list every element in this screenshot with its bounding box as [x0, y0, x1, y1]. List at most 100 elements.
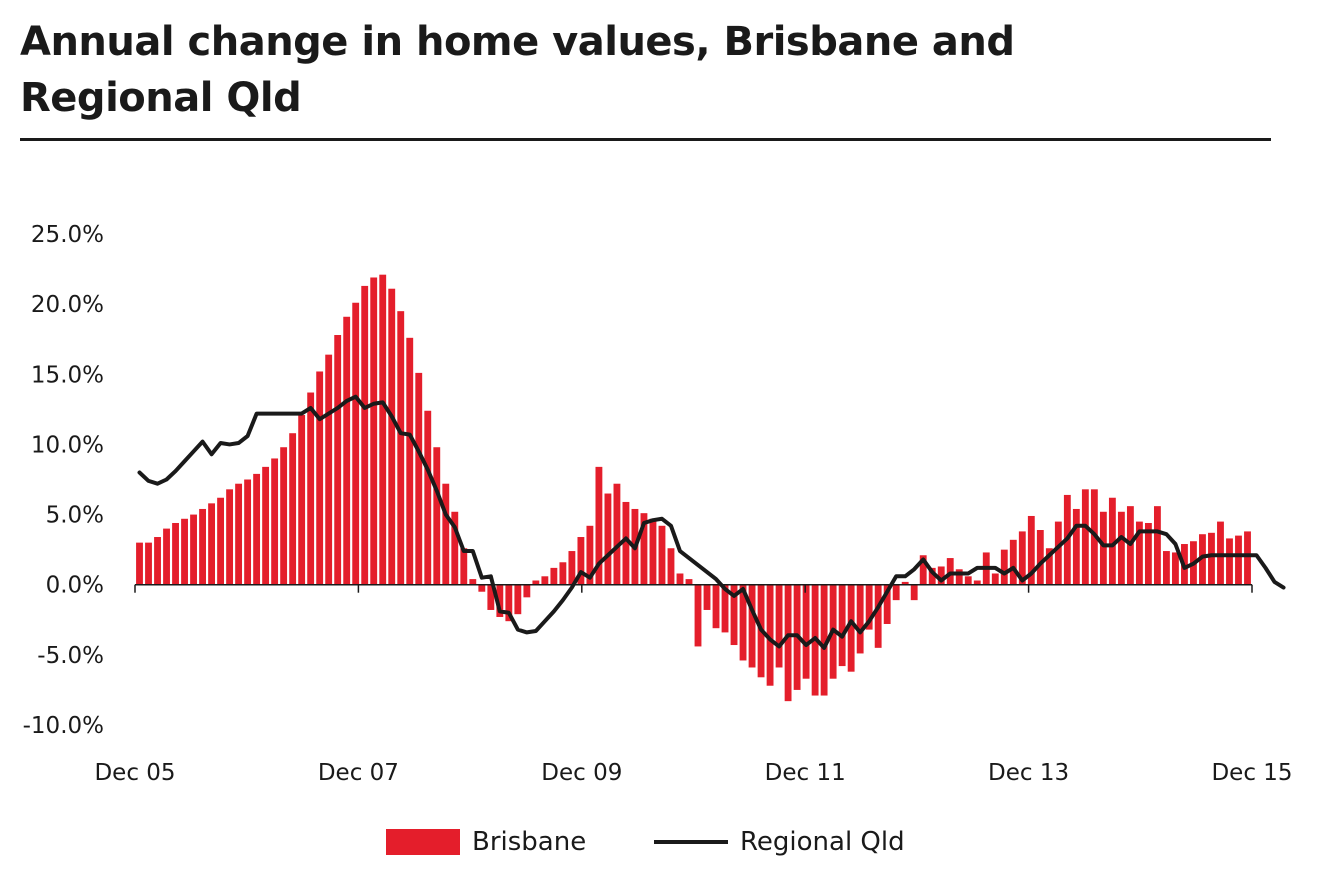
legend-label-regional-qld: Regional Qld [740, 827, 905, 857]
brisbane-bar [550, 567, 558, 585]
brisbane-bar [703, 584, 711, 610]
brisbane-bar [676, 573, 684, 585]
brisbane-bar [820, 584, 828, 696]
brisbane-bar [766, 584, 774, 686]
brisbane-bar [1027, 515, 1035, 585]
brisbane-bar [532, 580, 540, 585]
y-tick-label: 20.0% [31, 292, 104, 318]
legend-swatch-brisbane [386, 829, 460, 855]
brisbane-bar [1153, 506, 1161, 585]
brisbane-bar [271, 458, 279, 585]
brisbane-bar [289, 433, 297, 585]
brisbane-bar [253, 473, 261, 585]
brisbane-bar [1099, 511, 1107, 585]
x-tick-label: Dec 13 [988, 760, 1069, 786]
brisbane-bar [397, 311, 405, 585]
brisbane-bar [712, 584, 720, 629]
brisbane-bar [1045, 548, 1053, 585]
brisbane-bar [694, 584, 702, 647]
brisbane-bar [892, 584, 900, 601]
brisbane-bar [1108, 497, 1116, 585]
brisbane-bar [568, 551, 576, 585]
brisbane-bar [145, 542, 152, 585]
brisbane-bar [622, 501, 630, 585]
brisbane-bar [1199, 534, 1206, 585]
brisbane-bar [316, 371, 324, 585]
brisbane-bar [937, 566, 945, 585]
y-tick-label: 25.0% [31, 222, 104, 248]
brisbane-bar [217, 497, 224, 585]
brisbane-bar [739, 584, 747, 661]
legend-item-regional-qld: Regional Qld [654, 822, 905, 862]
brisbane-bar [406, 337, 414, 585]
brisbane-bar [415, 372, 423, 585]
brisbane-bar [280, 447, 288, 585]
brisbane-bar [613, 483, 621, 585]
y-tick-label: 0.0% [46, 573, 104, 599]
y-tick-label: 15.0% [31, 362, 104, 388]
brisbane-bar [325, 354, 333, 585]
brisbane-bar [1226, 538, 1233, 585]
brisbane-bar [199, 508, 206, 585]
x-axis-tick-labels: Dec 05 Dec 07 Dec 09 Dec 11 Dec 13 Dec 15 [94, 760, 1292, 786]
brisbane-bar [352, 302, 360, 585]
brisbane-bar [1054, 521, 1062, 585]
brisbane-bar [1235, 535, 1242, 585]
brisbane-bar [424, 410, 432, 585]
brisbane-bar [514, 584, 522, 615]
y-tick-label: -10.0% [23, 713, 104, 739]
brisbane-bar [1036, 530, 1044, 585]
brisbane-bar [163, 528, 170, 585]
brisbane-bar [685, 579, 693, 585]
brisbane-bar [307, 392, 315, 585]
title-divider [20, 138, 1271, 141]
brisbane-bar [1009, 539, 1017, 585]
chart-plot: 25.0%20.0%15.0%10.0%5.0%0.0%-5.0%-10.0% … [23, 222, 1293, 786]
brisbane-bar [838, 584, 846, 667]
brisbane-bar [874, 584, 882, 648]
brisbane-bar [1144, 522, 1152, 585]
brisbane-bar [1163, 551, 1170, 585]
brisbane-bar [1081, 489, 1089, 585]
brisbane-bar [1072, 508, 1080, 585]
brisbane-bar [955, 569, 963, 585]
brisbane-bar [577, 537, 585, 585]
brisbane-bar [523, 584, 531, 598]
y-tick-label: 10.0% [31, 432, 104, 458]
brisbane-bar [865, 584, 873, 630]
x-axis [134, 583, 1253, 593]
brisbane-bar [478, 584, 486, 592]
x-tick-label: Dec 07 [318, 760, 399, 786]
brisbane-bar [244, 479, 252, 585]
brisbane-bar [208, 503, 215, 585]
brisbane-bar [595, 466, 603, 585]
x-tick-label: Dec 09 [541, 760, 622, 786]
brisbane-bar [235, 483, 243, 585]
brisbane-bar [856, 584, 864, 654]
brisbane-bar [640, 513, 648, 585]
brisbane-bar [730, 584, 738, 646]
brisbane-bar [226, 489, 234, 585]
brisbane-bar [388, 288, 396, 585]
brisbane-bar [973, 580, 981, 585]
brisbane-bar [1135, 521, 1143, 585]
brisbane-bar [883, 584, 891, 624]
brisbane-bar [442, 483, 450, 585]
brisbane-bar [181, 518, 188, 585]
brisbane-bar [604, 493, 612, 585]
brisbane-bar [784, 584, 792, 702]
brisbane-bar [901, 581, 909, 585]
brisbane-bar [667, 548, 675, 585]
brisbane-bar [721, 584, 729, 633]
brisbane-bar [559, 562, 567, 585]
brisbane-bar [370, 277, 378, 585]
brisbane-bar [928, 567, 936, 585]
brisbane-bar [586, 525, 594, 585]
brisbane-bar [361, 285, 369, 585]
brisbane-bar [1244, 531, 1251, 585]
brisbane-bar [802, 584, 810, 679]
brisbane-bar-series [136, 274, 1251, 702]
brisbane-bar [262, 466, 270, 585]
brisbane-bar [991, 573, 999, 585]
y-axis-tick-labels: 25.0% 20.0% 15.0% 10.0% 5.0% 0.0% -5.0% -10.0% [23, 222, 104, 739]
